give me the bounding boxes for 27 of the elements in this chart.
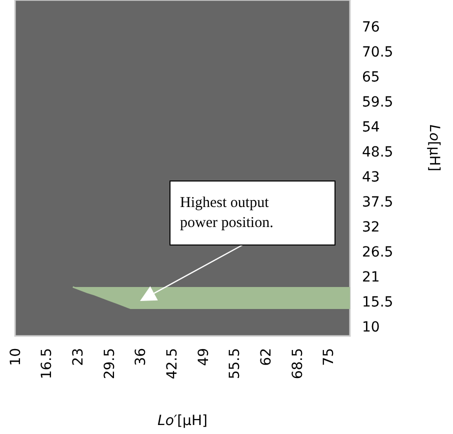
x-tick-label: 29.5 [102,348,118,380]
x-tick-label: 68.5 [290,348,306,380]
x-tick-label: 62 [258,348,275,366]
y-tick-label: 48.5 [362,144,394,161]
y-tick-label: 43 [362,170,380,186]
x-tick-label: 10 [8,348,24,366]
y-tick-label: 59.5 [362,94,394,111]
x-tick-label: 55.5 [227,348,244,380]
x-tick-label: 42.5 [164,348,181,380]
x-tick-label: 16.5 [39,348,56,380]
y-axis-title: Lo[μH] [426,124,442,172]
y-tick-label: 76 [362,20,380,36]
y-tick-label: 70.5 [362,44,394,61]
y-tick-label: 32 [362,220,380,236]
x-tick-label: 36 [133,348,150,366]
annotation: Highest output power position. [180,195,274,231]
y-tick-label: 37.5 [362,194,394,211]
x-tick-label: 49 [196,348,212,366]
y-tick-label: 10 [362,319,380,336]
y-tick-label: 54 [362,120,380,136]
y-tick-label: 65 [362,70,380,86]
y-tick-label: 21 [362,269,380,286]
x-axis-title: Lo′[μH] [158,413,208,429]
y-tick-label: 26.5 [362,244,394,260]
x-tick-label: 23 [70,348,87,366]
x-tick-label: 75 [321,348,338,366]
y-tick-label: 15.5 [362,294,394,310]
